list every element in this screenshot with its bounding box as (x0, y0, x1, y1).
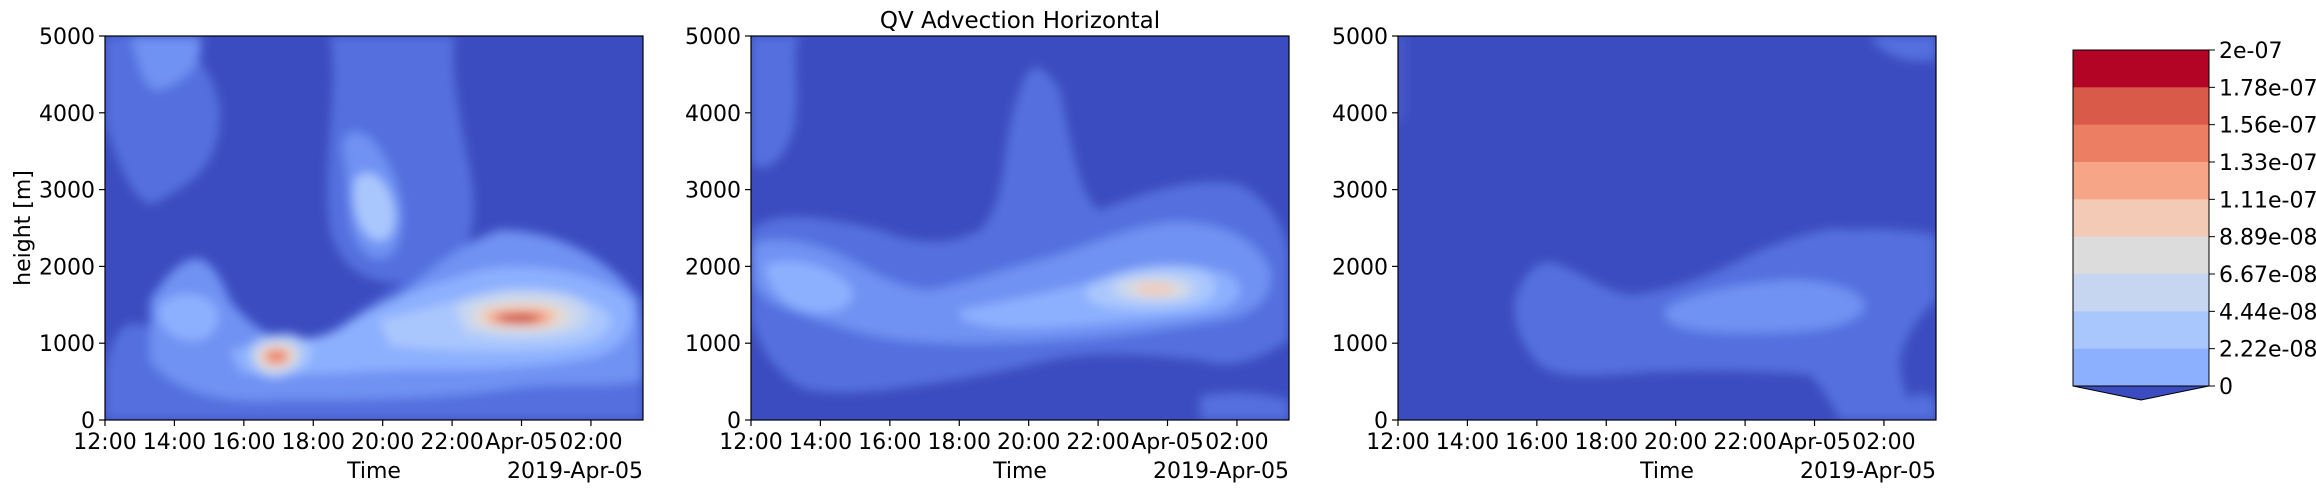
colorbar-tick-label: 8.89e-08 (2219, 226, 2316, 251)
colorbar-tick-label: 2.22e-08 (2219, 338, 2316, 363)
x-tick-label: 22:00 (1066, 430, 1129, 455)
colorbar-segment (2073, 349, 2209, 387)
y-tick-label: 5000 (1332, 25, 1388, 50)
colorbar-segment (2073, 50, 2209, 88)
y-tick-label: 1000 (685, 332, 741, 357)
x-tick-label: 02:00 (559, 430, 622, 455)
date-offset-left: 2019-Apr-05 (507, 459, 643, 484)
x-tick-label: Apr-05 (1778, 430, 1851, 455)
x-tick-label: 02:00 (1205, 430, 1268, 455)
colorbar-tick-label: 1.56e-07 (2219, 114, 2316, 139)
y-tick-label: 4000 (1332, 102, 1388, 127)
x-tick-label: 18:00 (282, 430, 345, 455)
y-tick-label: 4000 (39, 102, 95, 127)
x-axis-label-middle: Time (992, 459, 1047, 484)
contour-field-left (105, 36, 643, 420)
x-tick-label: 20:00 (997, 430, 1060, 455)
y-tick-label: 3000 (1332, 179, 1388, 204)
colorbar-tick-label: 1.33e-07 (2219, 151, 2316, 176)
colorbar-segment (2073, 274, 2209, 312)
x-tick-label: 22:00 (420, 430, 483, 455)
x-tick-label: 14:00 (1436, 430, 1499, 455)
x-tick-label: 12:00 (1366, 430, 1429, 455)
x-tick-label: Apr-05 (1131, 430, 1204, 455)
y-tick-label: 2000 (685, 255, 741, 280)
colorbar-segment (2073, 237, 2209, 275)
x-ticks-middle: 12:00 14:00 16:00 18:00 20:00 22:00 Apr-05 02:0… (719, 420, 1268, 455)
y-tick-label: 2000 (39, 255, 95, 280)
colorbar-segment (2073, 162, 2209, 200)
y-tick-label: 4000 (685, 102, 741, 127)
date-offset-right: 2019-Apr-05 (1800, 459, 1936, 484)
x-tick-label: 18:00 (928, 430, 991, 455)
x-tick-label: 02:00 (1852, 430, 1915, 455)
figure-title: QV Advection Horizontal (880, 8, 1160, 34)
x-tick-label: 14:00 (143, 430, 206, 455)
contour-field-right (1398, 36, 1936, 420)
x-tick-label: 22:00 (1713, 430, 1776, 455)
colorbar-segment (2073, 125, 2209, 163)
colorbar-tick-label: 1.78e-07 (2219, 76, 2316, 101)
x-tick-label: 14:00 (789, 430, 852, 455)
colorbar-segment (2073, 311, 2209, 349)
x-tick-label: 20:00 (1644, 430, 1707, 455)
x-axis-label-right: Time (1639, 459, 1694, 484)
x-tick-label: 16:00 (858, 430, 921, 455)
x-tick-label: 16:00 (1505, 430, 1568, 455)
y-tick-label: 1000 (1332, 332, 1388, 357)
colorbar-segment (2073, 87, 2209, 125)
colorbar: 2e-07 1.78e-07 1.56e-07 1.33e-07 1.11e-07 8.8… (2073, 39, 2316, 400)
colorbar-tick-label: 2e-07 (2219, 39, 2282, 64)
y-tick-label: 2000 (1332, 255, 1388, 280)
y-tick-label: 5000 (39, 25, 95, 50)
y-tick-label: 1000 (39, 332, 95, 357)
x-tick-label: 12:00 (73, 430, 136, 455)
x-tick-label: Apr-05 (485, 430, 558, 455)
y-tick-label: 5000 (685, 25, 741, 50)
x-ticks-right: 12:00 14:00 16:00 18:00 20:00 22:00 Apr-05 02:0… (1366, 420, 1915, 455)
x-ticks-left: 12:00 14:00 16:00 18:00 20:00 22:00 Apr-05 02:0… (73, 420, 622, 455)
colorbar-tick-label: 6.67e-08 (2219, 263, 2316, 288)
x-tick-label: 16:00 (212, 430, 275, 455)
date-offset-middle: 2019-Apr-05 (1153, 459, 1289, 484)
y-axis-label: height [m] (11, 170, 36, 286)
colorbar-tick-label: 1.11e-07 (2219, 188, 2316, 213)
colorbar-extend-triangle (2073, 386, 2209, 400)
colorbar-tick-label: 0 (2219, 375, 2233, 400)
colorbar-tick-label: 4.44e-08 (2219, 300, 2316, 325)
contour-field-middle (751, 36, 1289, 420)
x-tick-label: 20:00 (351, 430, 414, 455)
y-tick-label: 3000 (39, 179, 95, 204)
y-tick-label: 3000 (685, 179, 741, 204)
colorbar-segment (2073, 199, 2209, 237)
x-axis-label-left: Time (346, 459, 401, 484)
x-tick-label: 18:00 (1575, 430, 1638, 455)
x-tick-label: 12:00 (719, 430, 782, 455)
